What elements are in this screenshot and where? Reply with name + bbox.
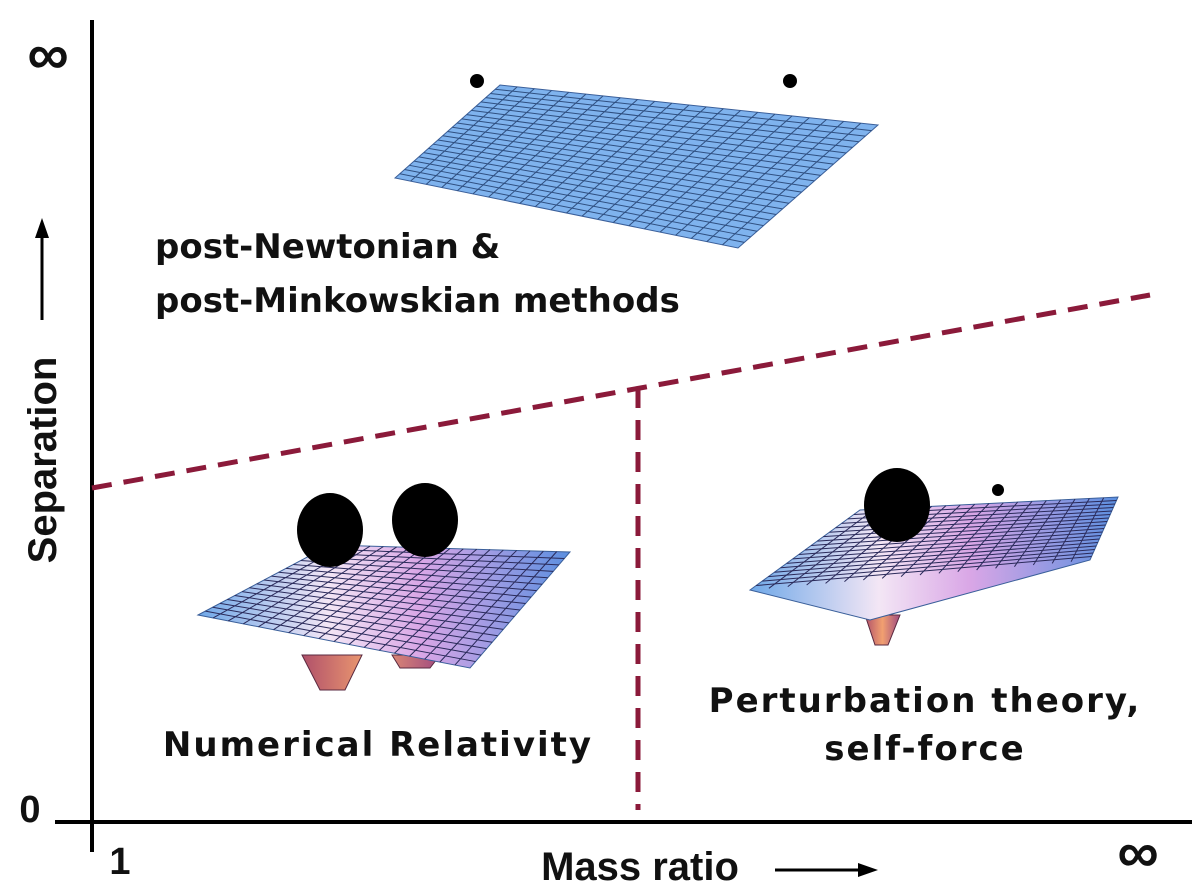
mesh-line <box>706 120 844 243</box>
y-bottom-label: 0 <box>19 789 40 831</box>
region-label: post-Newtonian & <box>155 227 500 267</box>
black-hole <box>297 493 363 567</box>
mesh-line <box>597 108 724 220</box>
black-hole <box>864 468 930 542</box>
mesh-line <box>452 126 815 182</box>
mesh-line <box>454 551 558 666</box>
mesh-line <box>495 88 872 132</box>
small-body <box>992 484 1004 496</box>
well <box>301 654 442 691</box>
mesh-line <box>1032 498 1076 566</box>
y-top-label: ∞ <box>27 22 68 87</box>
mesh-line <box>722 122 862 246</box>
body <box>783 74 797 88</box>
mesh-line <box>466 114 834 165</box>
region-label: Perturbation theory, <box>709 681 1142 721</box>
region-label: Numerical Relativity <box>163 725 593 765</box>
region-label: self-force <box>824 729 1025 769</box>
x-axis-label: Mass ratio <box>541 845 739 889</box>
mesh-line <box>675 117 810 236</box>
y-arrow-head <box>35 218 49 238</box>
mesh-line <box>644 113 776 230</box>
y-axis-label: Separation <box>21 357 65 564</box>
x-arrow-head <box>858 863 878 877</box>
mesh-line <box>322 548 565 559</box>
mesh-line <box>581 106 707 217</box>
mesh-line <box>471 109 840 160</box>
black-hole <box>392 483 458 557</box>
x-right-label: ∞ <box>1117 820 1158 885</box>
pt-spacetime <box>748 496 1119 646</box>
mesh-line <box>456 122 821 176</box>
mesh-line <box>490 92 866 137</box>
mesh-line <box>480 101 853 148</box>
mesh-line <box>690 119 827 239</box>
x-left-label: 1 <box>109 841 130 883</box>
mesh-line <box>315 552 559 566</box>
mesh-line <box>628 111 759 227</box>
nr-spacetime <box>196 544 572 691</box>
boundary-pn <box>91 292 1151 491</box>
mesh-line <box>1051 498 1090 564</box>
flat-spacetime <box>393 84 880 249</box>
mesh-line <box>1070 497 1105 562</box>
mesh-line <box>439 550 544 663</box>
mesh-line <box>461 118 828 171</box>
mesh-line <box>476 105 847 154</box>
mesh-line <box>659 115 793 233</box>
mesh-line <box>566 104 690 214</box>
body <box>470 74 484 88</box>
region-label: post-Minkowskian methods <box>155 281 680 321</box>
mesh-line <box>485 97 859 143</box>
mesh-line <box>612 110 741 223</box>
mesh-line <box>424 550 531 660</box>
